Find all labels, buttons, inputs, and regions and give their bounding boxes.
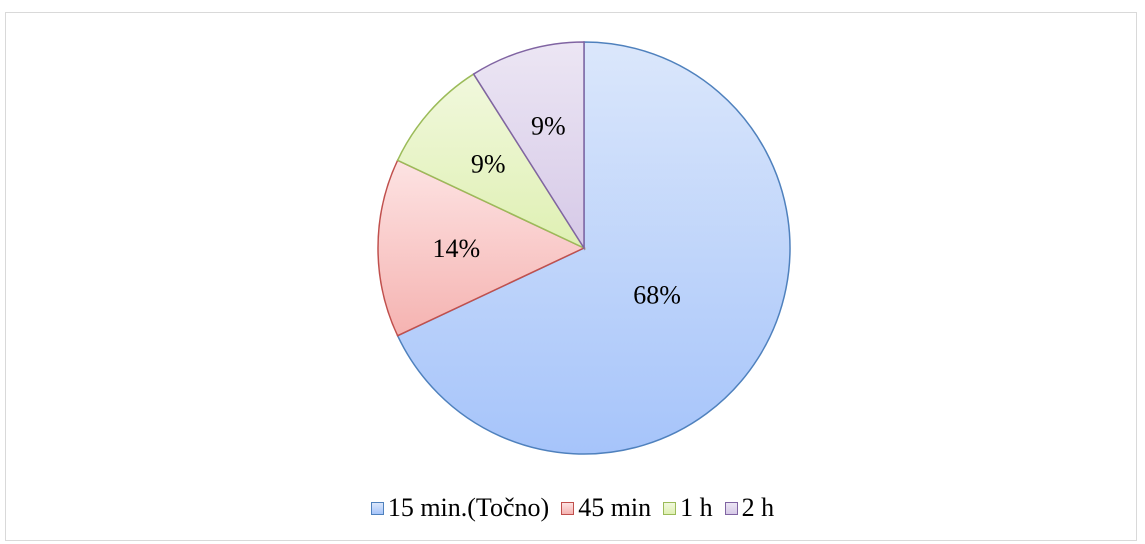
- legend-item: 45 min: [561, 493, 651, 523]
- legend-swatch: [724, 501, 738, 515]
- legend-label: 2 h: [741, 493, 775, 522]
- slice-data-label: 14%: [432, 234, 480, 263]
- slice-data-label: 9%: [531, 111, 566, 140]
- legend-item: 15 min.(Točno): [370, 493, 550, 523]
- legend-swatch: [561, 501, 575, 515]
- legend-item: 2 h: [724, 493, 775, 523]
- legend-label: 1 h: [680, 493, 713, 522]
- pie-slice: [472, 41, 585, 251]
- slice-data-label: 9%: [471, 150, 506, 179]
- legend-item: 1 h: [663, 493, 713, 523]
- legend-swatch: [370, 501, 384, 515]
- slice-data-label: 68%: [633, 280, 681, 309]
- legend-label: 45 min: [578, 493, 652, 522]
- pie-slice: [396, 73, 587, 250]
- legend-swatch: [663, 501, 677, 515]
- pie-slice: [396, 41, 791, 455]
- legend-label: 15 min.(Točno): [387, 493, 550, 522]
- legend: 15 min.(Točno) 45 min 1 h 2 h: [0, 486, 1145, 530]
- pie-slice: [377, 159, 586, 337]
